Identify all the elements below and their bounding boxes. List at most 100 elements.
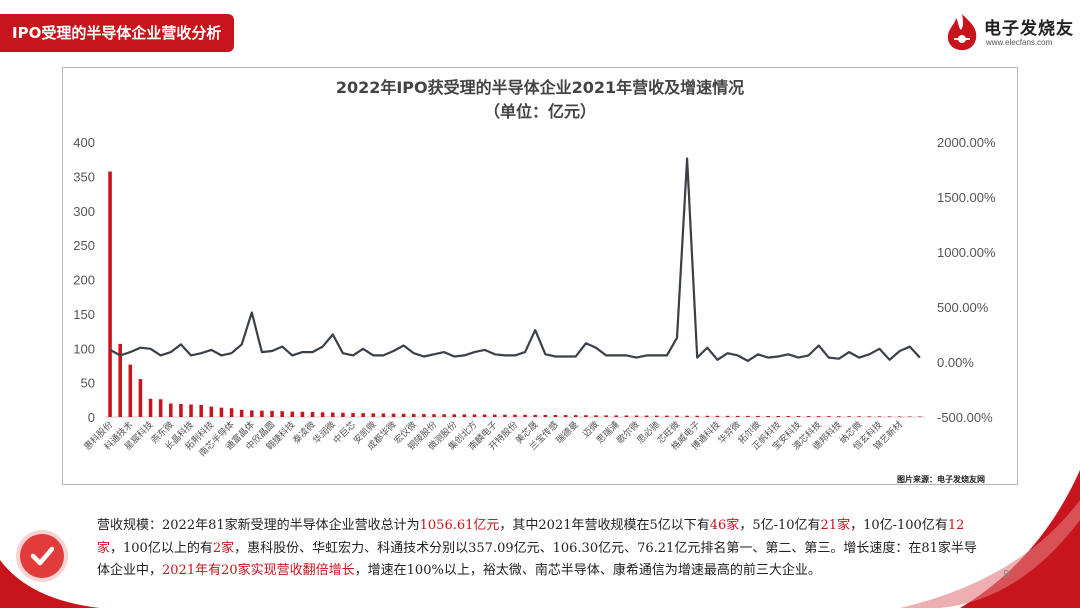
revenue-bar <box>857 416 861 417</box>
revenue-bar <box>543 414 548 417</box>
revenue-bar <box>239 409 244 417</box>
y-left-tick-label: 100 <box>73 341 95 356</box>
summary-part: ，10亿-100亿有 <box>850 518 948 533</box>
y-right-tick-label: 500.00% <box>937 300 989 315</box>
revenue-bar <box>371 413 376 417</box>
revenue-bar <box>563 415 568 417</box>
brand-logo: 电子发烧友 www.elecfans.com <box>944 10 1076 54</box>
y-left-tick-label: 50 <box>81 376 95 391</box>
revenue-bar <box>138 379 143 417</box>
revenue-bar <box>219 407 224 417</box>
chart-title-main: 2022年IPO获受理的半导体企业2021年营收及增速情况 <box>335 78 745 97</box>
revenue-bar <box>776 416 780 417</box>
revenue-bar <box>472 414 477 417</box>
revenue-bar <box>300 411 305 417</box>
revenue-bar <box>422 414 426 417</box>
revenue-bar <box>462 414 467 417</box>
revenue-bar <box>189 404 193 417</box>
summary-highlight: 2021年有20家实现营收翻倍增长 <box>162 563 355 578</box>
revenue-bar <box>179 403 183 417</box>
revenue-bar <box>482 414 487 417</box>
revenue-bar <box>908 416 912 417</box>
revenue-bar <box>654 415 659 417</box>
revenue-bar <box>604 415 608 417</box>
y-left-tick-label: 150 <box>73 307 95 322</box>
revenue-bar <box>158 399 163 417</box>
y-left-tick-label: 200 <box>73 273 95 288</box>
revenue-bar <box>816 416 821 417</box>
summary-part: ，惠科股份、华虹宏力、科通技术分别以357.09亿元、106.30亿元、76.2… <box>97 540 977 579</box>
revenue-bar <box>280 411 284 417</box>
revenue-bar <box>675 415 679 417</box>
revenue-bar <box>644 415 649 417</box>
summary-text: 营收规模：2022年81家新受理的半导体企业营收总计为1056.61亿元，其中2… <box>97 515 977 583</box>
revenue-bar <box>523 414 527 417</box>
revenue-bar <box>746 415 750 417</box>
y-right-tick-label: -500.00% <box>937 410 993 425</box>
revenue-bar <box>665 415 669 417</box>
revenue-bar <box>695 415 699 417</box>
x-tick-label: 瑞德曼 <box>553 419 581 447</box>
revenue-bar <box>290 411 295 417</box>
revenue-bar <box>401 413 406 417</box>
revenue-bar <box>310 412 315 417</box>
revenue-bar <box>685 415 689 417</box>
y-left-tick-label: 0 <box>88 410 95 425</box>
revenue-bar <box>594 415 598 417</box>
revenue-bar <box>766 415 770 417</box>
revenue-bar <box>503 414 507 417</box>
y-right-tick-label: 1000.00% <box>937 245 996 260</box>
revenue-bar <box>331 412 335 417</box>
revenue-bar <box>725 415 730 417</box>
revenue-bar <box>715 415 720 417</box>
checkmark-icon <box>30 546 55 566</box>
chart-title: 2022年IPO获受理的半导体企业2021年营收及增速情况 （单位：亿元） <box>63 76 1017 124</box>
revenue-bar <box>837 416 841 417</box>
revenue-bar <box>199 405 203 417</box>
page-title: IPO受理的半导体企业营收分析 <box>0 14 234 52</box>
chart-subtitle: （单位：亿元） <box>483 102 596 121</box>
combo-chart: 0 50 100 150 200 250 300 350 400 -500.00% 0.00% 500… <box>73 135 996 459</box>
revenue-bar <box>918 416 922 417</box>
revenue-bar <box>877 416 882 417</box>
revenue-bar <box>735 415 740 417</box>
revenue-bar <box>614 415 619 417</box>
revenue-bar <box>432 414 436 417</box>
revenue-bar <box>533 414 538 417</box>
y-left-tick-label: 350 <box>73 169 95 184</box>
revenue-bar <box>148 398 153 417</box>
summary-highlight: 2家 <box>212 540 235 556</box>
summary-part: ，增速在100%以上，裕太微、南芯半导体、康希通信为增速最高的前三大企业。 <box>354 563 821 578</box>
revenue-bar <box>756 415 760 417</box>
brand-flame-icon <box>947 14 977 51</box>
revenue-bar <box>624 415 629 417</box>
summary-part: 营收规模：2022年81家新受理的半导体企业营收总计为 <box>97 518 420 533</box>
summary-part: ，100亿以上的有 <box>110 540 213 556</box>
summary-highlight: 46家 <box>709 518 740 533</box>
revenue-bar <box>341 412 345 417</box>
revenue-bar <box>806 416 811 417</box>
revenue-bar <box>442 414 446 417</box>
revenue-bar <box>320 412 325 417</box>
y-left-tick-label: 400 <box>73 135 95 150</box>
source-note: 图片来源：电子发烧友网 <box>897 475 985 484</box>
summary-highlight: 21家 <box>820 518 851 533</box>
revenue-bar <box>492 414 497 417</box>
summary-part: ，5亿-10亿有 <box>739 518 821 533</box>
revenue-bar <box>553 415 558 417</box>
check-badge <box>20 534 64 578</box>
summary-part: ，其中2021年营收规模在5亿以下有 <box>499 518 710 533</box>
y-right-tick-label: 2000.00% <box>937 135 996 150</box>
revenue-bar <box>391 413 396 417</box>
revenue-bar <box>128 364 133 417</box>
revenue-bar <box>351 412 355 417</box>
revenue-bar <box>169 403 173 417</box>
revenue-bar <box>513 414 517 417</box>
summary-highlight: 12家 <box>97 518 965 556</box>
revenue-bar <box>381 413 386 417</box>
revenue-bar <box>209 406 214 417</box>
chart-panel: 2022年IPO获受理的半导体企业2021年营收及增速情况 （单位：亿元） 0 5… <box>62 67 1018 485</box>
page-number: 9 <box>1003 568 1010 581</box>
revenue-bar <box>584 415 588 417</box>
brand-url: www.elecfans.com <box>986 38 1053 47</box>
